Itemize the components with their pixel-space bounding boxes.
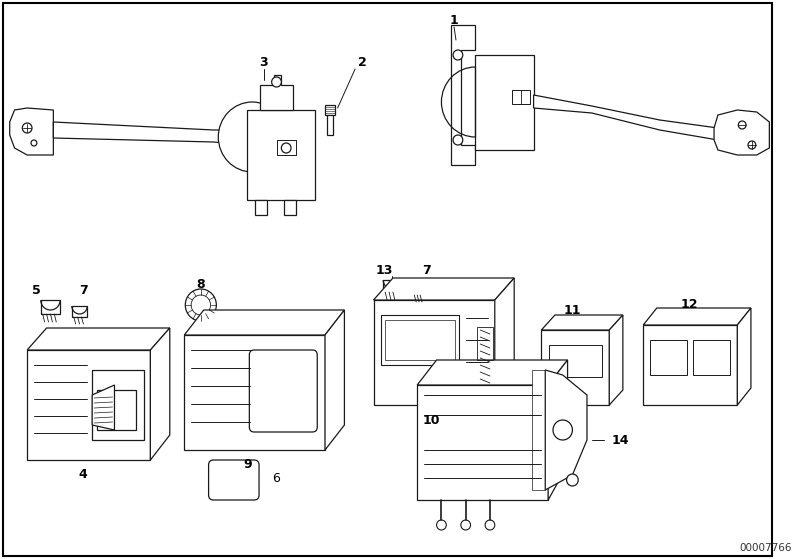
Text: 5: 5 xyxy=(33,283,42,296)
Text: 13: 13 xyxy=(376,263,393,277)
Bar xyxy=(650,340,687,375)
Text: 9: 9 xyxy=(243,458,252,471)
FancyBboxPatch shape xyxy=(249,350,317,432)
Bar xyxy=(41,300,60,314)
Text: 00007766: 00007766 xyxy=(739,543,792,553)
Ellipse shape xyxy=(453,135,463,145)
Text: 14: 14 xyxy=(611,433,629,447)
Ellipse shape xyxy=(185,289,217,321)
Text: 4: 4 xyxy=(78,468,87,481)
Bar xyxy=(384,280,400,292)
Ellipse shape xyxy=(436,520,447,530)
Polygon shape xyxy=(284,200,296,215)
Text: 7: 7 xyxy=(423,263,431,277)
Polygon shape xyxy=(325,310,344,450)
Polygon shape xyxy=(373,300,495,405)
Polygon shape xyxy=(10,108,54,155)
Ellipse shape xyxy=(272,77,281,87)
Bar xyxy=(475,55,534,150)
Polygon shape xyxy=(150,328,169,460)
Text: 7: 7 xyxy=(79,283,88,296)
Ellipse shape xyxy=(218,102,286,172)
Bar xyxy=(72,306,87,317)
Bar xyxy=(549,345,602,377)
Ellipse shape xyxy=(461,520,471,530)
Polygon shape xyxy=(260,75,293,110)
Bar xyxy=(477,327,493,360)
Polygon shape xyxy=(97,390,136,430)
Ellipse shape xyxy=(31,140,37,146)
Polygon shape xyxy=(548,360,567,500)
Bar xyxy=(385,320,455,360)
Polygon shape xyxy=(714,110,769,155)
Polygon shape xyxy=(417,385,548,500)
Bar xyxy=(381,315,459,365)
Polygon shape xyxy=(545,370,587,490)
Text: 2: 2 xyxy=(357,55,366,69)
Ellipse shape xyxy=(553,420,572,440)
Polygon shape xyxy=(92,370,144,440)
Polygon shape xyxy=(373,278,515,300)
Text: 8: 8 xyxy=(197,278,205,291)
Text: 12: 12 xyxy=(680,299,698,311)
Polygon shape xyxy=(737,308,751,405)
Polygon shape xyxy=(542,330,610,405)
Polygon shape xyxy=(417,360,567,385)
Polygon shape xyxy=(610,315,623,405)
Text: 6: 6 xyxy=(272,471,280,485)
Polygon shape xyxy=(327,115,332,135)
Ellipse shape xyxy=(453,50,463,60)
Polygon shape xyxy=(54,122,252,145)
Ellipse shape xyxy=(191,295,210,315)
Ellipse shape xyxy=(748,141,756,149)
Ellipse shape xyxy=(566,474,578,486)
Bar xyxy=(412,285,426,295)
FancyBboxPatch shape xyxy=(209,460,259,500)
Ellipse shape xyxy=(22,123,32,133)
Polygon shape xyxy=(255,200,267,215)
Polygon shape xyxy=(27,328,169,350)
Bar xyxy=(693,340,729,375)
Polygon shape xyxy=(643,308,751,325)
Bar xyxy=(276,140,296,155)
Polygon shape xyxy=(542,315,623,330)
Polygon shape xyxy=(534,95,737,140)
Ellipse shape xyxy=(281,143,291,153)
Text: 1: 1 xyxy=(450,13,459,26)
Polygon shape xyxy=(531,370,545,490)
Polygon shape xyxy=(451,25,475,165)
Ellipse shape xyxy=(485,520,495,530)
Bar xyxy=(512,90,530,104)
Bar xyxy=(248,110,316,200)
Polygon shape xyxy=(185,310,344,335)
Polygon shape xyxy=(325,105,335,115)
Text: 11: 11 xyxy=(563,304,581,316)
Polygon shape xyxy=(643,325,737,405)
Polygon shape xyxy=(495,278,515,405)
Polygon shape xyxy=(27,350,150,460)
Polygon shape xyxy=(92,385,114,430)
Polygon shape xyxy=(185,335,325,450)
Text: 10: 10 xyxy=(423,414,440,427)
Text: 3: 3 xyxy=(260,55,268,69)
Ellipse shape xyxy=(738,121,746,129)
